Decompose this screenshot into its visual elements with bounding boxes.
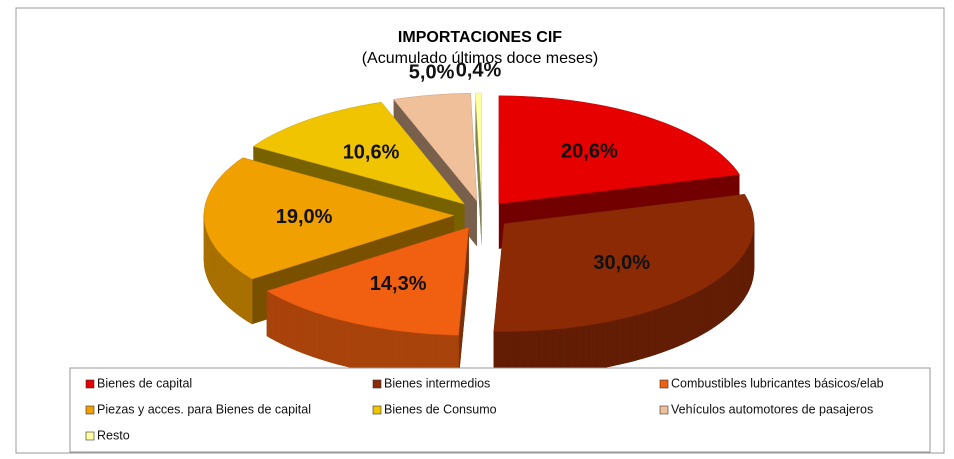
slice-wall [229,263,232,311]
slice-wall [667,304,673,351]
slice-wall [218,251,221,299]
slice-wall [211,241,213,289]
slice-wall [730,267,733,315]
slice-wall [711,281,715,329]
slice-wall [297,306,303,353]
legend-label: Bienes de capital [97,376,192,390]
slice-wall [741,255,743,303]
slice-wall [319,314,325,361]
slice-wall [286,301,291,348]
legend-label: Bienes de Consumo [384,402,497,416]
legend-label: Piezas y acces. para Bienes de capital [97,402,311,416]
slice-wall [655,308,661,355]
slice-wall [603,322,610,368]
slice-wall [248,277,252,325]
slice-wall [630,315,636,362]
slice-wall [649,310,655,357]
slice-wall [636,314,642,361]
slice-wall [727,270,730,318]
slice-wall [596,323,603,369]
slice-wall [623,317,630,364]
legend-swatch [86,432,94,440]
slice-wall [739,258,742,306]
data-label: 0,4% [456,59,502,81]
slice-wall [568,327,575,373]
slice-wall [561,328,568,374]
legend-label: Vehículos automotores de pasajeros [671,402,873,416]
slice-wall [226,260,229,308]
legend-swatch [373,406,381,414]
slice-wall [271,294,276,342]
slice-wall [719,276,723,324]
slice-wall [661,306,667,353]
legend-swatch [373,380,381,388]
slice-wall [213,245,215,293]
slice-wall [345,321,352,368]
slice-wall [672,301,678,348]
slice-wall [232,265,236,313]
slice-wall [703,287,708,335]
slice-wall [743,252,745,300]
slice-wall [678,299,683,346]
slice-wall [314,312,320,359]
slice-wall [291,303,296,350]
slice-wall [210,238,212,286]
slice-wall [223,257,226,305]
slice-wall [326,316,332,363]
legend-swatch [86,406,94,414]
slice-wall [698,289,703,337]
chart-title: IMPORTACIONES CIF [398,29,562,46]
slice-wall [236,268,240,316]
slice-wall [582,325,589,371]
slice-wall [220,254,223,302]
slice-wall [358,324,365,370]
slice-wall [575,326,582,372]
data-label: 20,6% [561,140,618,162]
slice-wall [351,323,358,370]
slice-wall [610,320,617,367]
data-label: 14,3% [370,273,427,295]
data-label: 19,0% [276,206,333,228]
legend-swatch [660,380,668,388]
slice-wall [244,274,248,322]
slice-wall [302,308,308,355]
slice-wall [332,318,338,365]
slice-wall [589,324,596,370]
slice-wall [338,319,345,366]
legend-swatch [86,380,94,388]
slice-wall [240,271,244,319]
slice-wall [723,273,727,321]
slice-wall [736,261,739,309]
data-label: 5,0% [409,61,455,83]
slice-wall [617,319,624,366]
legend-label: Bienes intermedios [384,376,490,390]
slice-wall [683,297,688,344]
slice-wall [693,292,698,339]
slice-wall [707,284,711,332]
slice-wall [281,299,286,346]
slice-wall [378,328,385,374]
slice-wall [215,248,217,296]
slice-wall [745,249,747,297]
data-label: 30,0% [593,252,650,274]
slice-wall [643,312,649,359]
slice-wall [371,327,378,373]
slice-wall [276,296,281,344]
data-label: 10,6% [343,142,400,164]
legend-label: Resto [97,428,130,442]
slice-wall [267,291,272,339]
slice-wall [688,294,693,341]
legend-swatch [660,406,668,414]
slice-wall [715,279,719,327]
slice-wall [308,310,314,357]
slice-wall [733,264,736,312]
legend-label: Combustibles lubricantes básicos/elab [671,376,884,390]
slice-wall [364,326,371,372]
